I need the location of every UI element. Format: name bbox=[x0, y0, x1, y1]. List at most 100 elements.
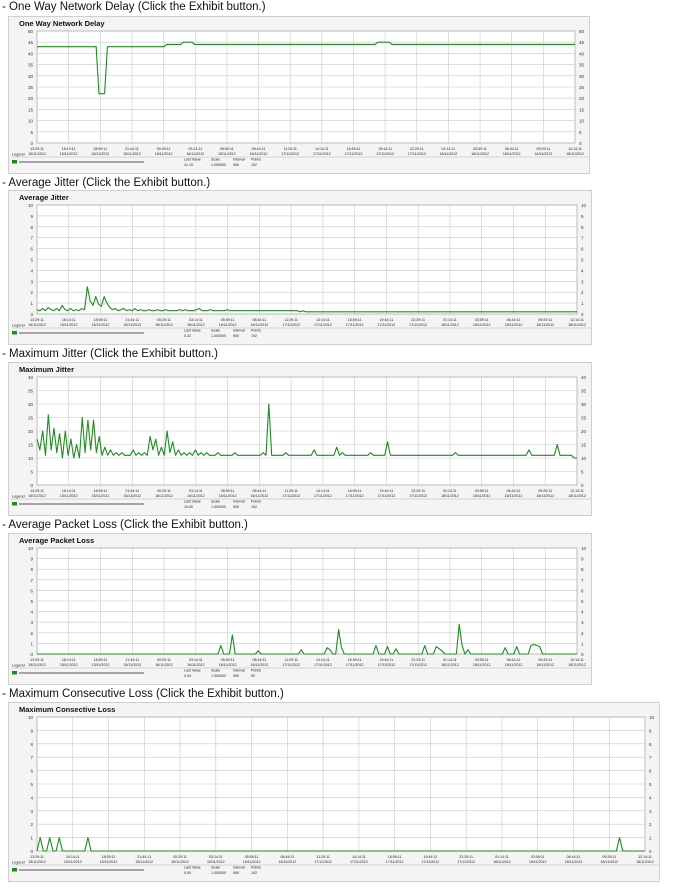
y2-tick-label: 20 bbox=[579, 96, 585, 101]
y-tick-label: 8 bbox=[30, 742, 33, 747]
y-tick-label: 4 bbox=[30, 268, 33, 273]
x-tick-date: 15/11/2012 bbox=[60, 152, 78, 156]
y-tick-label: 7 bbox=[30, 755, 33, 760]
x-tick-time: 06:44:11 bbox=[507, 658, 521, 662]
x-tick-date: 17/11/2012 bbox=[386, 860, 404, 864]
x-tick-date: 17/11/2012 bbox=[314, 663, 332, 667]
footer-value: 900 bbox=[233, 674, 239, 678]
x-tick-time: 11:29:11 bbox=[316, 855, 329, 859]
x-tick-date: 15/11/2012 bbox=[123, 663, 141, 667]
footer-header: Scale bbox=[211, 866, 220, 870]
x-tick-date: 18/11/2012 bbox=[505, 494, 523, 498]
footer-header: Points bbox=[251, 500, 261, 504]
x-tick-date: 17/11/2012 bbox=[409, 663, 427, 667]
x-tick-time: 12:14:11 bbox=[570, 489, 584, 493]
y2-tick-label: 15 bbox=[581, 443, 587, 448]
footer-value: 41.10 bbox=[184, 163, 193, 167]
x-tick-time: 12:14:11 bbox=[568, 147, 582, 151]
footer-header: Last Value bbox=[184, 866, 201, 870]
y-tick-label: 25 bbox=[28, 85, 34, 90]
x-tick-date: 15/11/2012 bbox=[60, 663, 78, 667]
footer-value: 92 bbox=[251, 674, 255, 678]
x-tick-date: 16/11/2012 bbox=[250, 323, 268, 327]
x-tick-time: 16:14:11 bbox=[62, 489, 76, 493]
y2-tick-label: 10 bbox=[649, 715, 655, 720]
footer-value: 900 bbox=[233, 334, 239, 338]
y2-tick-label: 9 bbox=[581, 214, 584, 219]
x-tick-time: 03:59:11 bbox=[475, 658, 489, 662]
chart-title: Maximum Jitter bbox=[19, 365, 74, 374]
series-line bbox=[36, 286, 577, 313]
y2-tick-label: 9 bbox=[581, 557, 584, 562]
footer-value: 1.000000 bbox=[211, 505, 226, 509]
x-tick-time: 16:59:11 bbox=[348, 318, 362, 322]
y2-tick-label: 6 bbox=[649, 769, 652, 774]
y-tick-label: 6 bbox=[30, 588, 33, 593]
x-tick-date: 15/11/2012 bbox=[123, 323, 141, 327]
x-tick-date: 16/11/2012 bbox=[187, 323, 205, 327]
x-tick-time: 21:44:11 bbox=[137, 855, 151, 859]
footer-value: 192 bbox=[251, 871, 257, 875]
x-tick-date: 17/11/2012 bbox=[345, 152, 363, 156]
x-tick-time: 11:29:11 bbox=[284, 489, 297, 493]
y-tick-label: 1 bbox=[30, 641, 33, 646]
y2-tick-label: 4 bbox=[581, 268, 584, 273]
x-tick-time: 00:29:11 bbox=[157, 489, 171, 493]
x-tick-time: 16:59:11 bbox=[388, 855, 402, 859]
y-tick-label: 15 bbox=[28, 443, 34, 448]
x-tick-date: 17/11/2012 bbox=[457, 860, 475, 864]
y2-tick-label: 30 bbox=[579, 74, 585, 79]
x-tick-date: 15/11/2012 bbox=[28, 663, 46, 667]
x-tick-time: 19:44:11 bbox=[380, 658, 394, 662]
y2-tick-label: 9 bbox=[649, 728, 652, 733]
x-tick-date: 16/11/2012 bbox=[155, 152, 173, 156]
x-tick-time: 22:29:11 bbox=[411, 658, 425, 662]
x-tick-date: 18/11/2012 bbox=[441, 663, 459, 667]
x-tick-date: 18/11/2012 bbox=[471, 152, 489, 156]
footer-value: 192 bbox=[251, 505, 257, 509]
x-tick-time: 16:14:11 bbox=[66, 855, 80, 859]
y-tick-label: 9 bbox=[30, 214, 33, 219]
y2-tick-label: 2 bbox=[581, 631, 584, 636]
x-tick-date: 18/11/2012 bbox=[441, 323, 459, 327]
y2-tick-label: 40 bbox=[581, 375, 587, 380]
x-tick-date: 18/11/2012 bbox=[493, 860, 511, 864]
y2-tick-label: 40 bbox=[579, 51, 585, 56]
x-tick-date: 17/11/2012 bbox=[409, 494, 427, 498]
footer-value: 1.000000 bbox=[211, 871, 226, 875]
footer-value: 900 bbox=[233, 163, 239, 167]
footer-header: Interval bbox=[233, 329, 245, 333]
y-tick-label: 7 bbox=[30, 236, 33, 241]
x-tick-time: 09:29:11 bbox=[538, 318, 552, 322]
y2-tick-label: 25 bbox=[581, 416, 587, 421]
y2-tick-label: 2 bbox=[581, 290, 584, 295]
y2-tick-label: 15 bbox=[579, 107, 585, 112]
series-line bbox=[37, 41, 575, 95]
legend-swatch bbox=[12, 502, 17, 506]
x-tick-time: 03:59:11 bbox=[475, 318, 489, 322]
x-tick-date: 16/11/2012 bbox=[219, 663, 237, 667]
x-tick-date: 16/11/2012 bbox=[250, 663, 268, 667]
x-tick-date: 17/11/2012 bbox=[378, 494, 396, 498]
y2-tick-label: 8 bbox=[649, 742, 652, 747]
x-tick-time: 09:29:11 bbox=[538, 489, 552, 493]
y2-tick-label: 2 bbox=[649, 822, 652, 827]
x-tick-time: 12:14:11 bbox=[570, 318, 584, 322]
y2-tick-label: 5 bbox=[581, 258, 584, 263]
x-tick-date: 17/11/2012 bbox=[314, 323, 332, 327]
y-tick-label: 8 bbox=[30, 225, 33, 230]
x-tick-date: 15/11/2012 bbox=[28, 494, 46, 498]
y2-tick-label: 3 bbox=[581, 620, 584, 625]
chart-title: Maximum Consective Loss bbox=[19, 705, 115, 714]
x-tick-time: 14:14:11 bbox=[352, 855, 366, 859]
y2-tick-label: 0 bbox=[581, 483, 584, 488]
x-tick-time: 13:29:11 bbox=[30, 147, 44, 151]
y-tick-label: 7 bbox=[30, 578, 33, 583]
y-tick-label: 35 bbox=[28, 389, 34, 394]
y-tick-label: 0 bbox=[30, 652, 33, 657]
y2-tick-label: 50 bbox=[579, 29, 585, 34]
y-tick-label: 2 bbox=[30, 290, 33, 295]
x-tick-time: 19:44:11 bbox=[380, 318, 394, 322]
chart-maximum-jitter: Maximum Jitter 0 5 10 15 20 25 30 35 40 0 5 10 15 20 25… bbox=[11, 365, 591, 509]
x-tick-date: 18/11/2012 bbox=[505, 323, 523, 327]
